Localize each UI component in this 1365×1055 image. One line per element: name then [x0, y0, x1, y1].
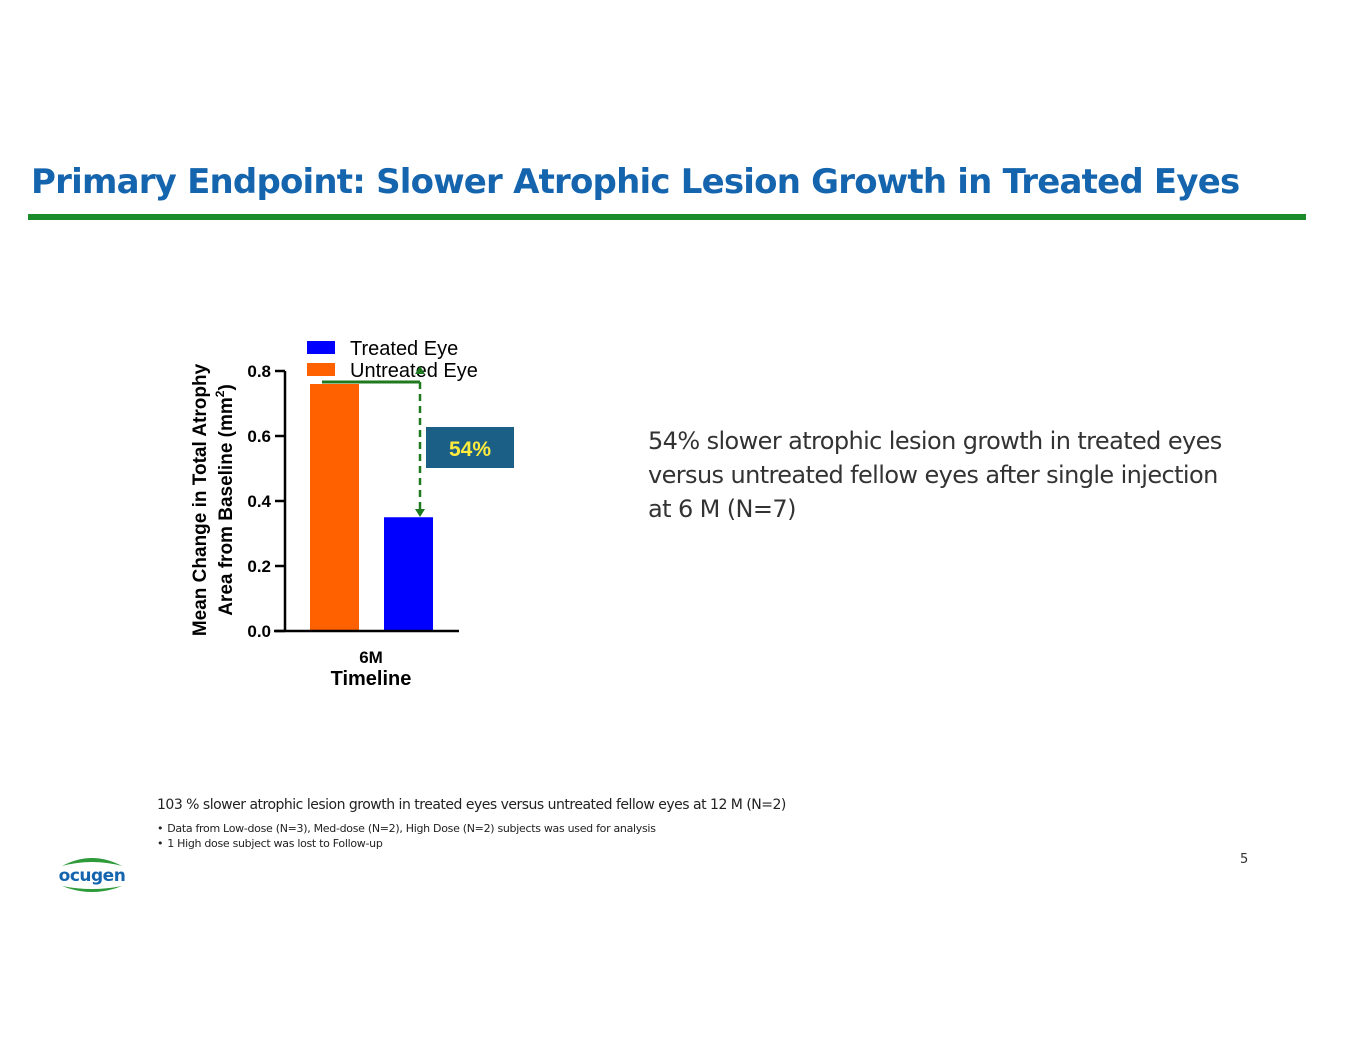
footnote-item: • Data from Low-dose (N=3), Med-dose (N=2… [157, 822, 656, 835]
legend-swatch-treated [307, 341, 335, 354]
arrow-head-down [415, 509, 425, 517]
bar-chart: Mean Change in Total Atrophy Area from B… [190, 338, 514, 690]
y-axis-title: Mean Change in Total Atrophy Area from B… [190, 363, 237, 636]
comparison-arrow [322, 366, 425, 517]
arrow-head-up [415, 366, 425, 374]
x-axis-title: Timeline [331, 668, 412, 690]
svg-text:Area from Baseline (mm2): Area from Baseline (mm2) [213, 384, 237, 616]
title-divider [28, 214, 1306, 220]
legend-label-treated: Treated Eye [350, 338, 458, 360]
legend-swatch-untreated [307, 363, 335, 376]
slide-title: Primary Endpoint: Slower Atrophic Lesion… [31, 162, 1240, 202]
bullet-icon: • [157, 837, 164, 850]
callout-text: 54% slower atrophic lesion growth in tre… [648, 427, 1222, 523]
y-tick-label: 0.6 [247, 427, 271, 446]
ocugen-logo: ocugen [59, 858, 126, 892]
y-tick-label: 0.4 [247, 492, 271, 511]
y-axis-title-sup: 2 [213, 390, 227, 397]
page-number: 5 [1240, 852, 1249, 867]
y-axis-title-close: ) [216, 384, 237, 390]
svg-text:Mean Change in Total Atrophy: Mean Change in Total Atrophy [190, 363, 211, 636]
footnote-text: 1 High dose subject was lost to Follow-u… [167, 837, 383, 850]
svg-text:ocugen: ocugen [59, 866, 126, 886]
bullet-icon: • [157, 822, 164, 835]
x-tick-label: 6M [359, 648, 383, 667]
y-axis: 0.0 0.2 0.4 0.6 0.8 [247, 362, 285, 641]
footnote-main: 103 % slower atrophic lesion growth in t… [157, 797, 786, 813]
bars [310, 384, 433, 631]
y-tick-label: 0.2 [247, 557, 271, 576]
bar-untreated-eye [310, 384, 359, 631]
bar-treated-eye [384, 517, 433, 631]
percent-badge-label: 54% [449, 438, 491, 461]
percent-badge: 54% [426, 427, 514, 468]
legend: Treated Eye Untreated Eye [307, 338, 478, 382]
y-tick-label: 0.8 [247, 362, 271, 381]
footnote-text: Data from Low-dose (N=3), Med-dose (N=2)… [167, 822, 656, 835]
legend-label-untreated: Untreated Eye [350, 360, 478, 382]
y-axis-title-line1: Mean Change in Total Atrophy [190, 363, 211, 636]
y-axis-title-line2: Area from Baseline (mm [216, 397, 237, 616]
footnote-item: • 1 High dose subject was lost to Follow-… [157, 837, 383, 850]
y-tick-label: 0.0 [247, 622, 271, 641]
percent-badge-box [426, 427, 514, 468]
